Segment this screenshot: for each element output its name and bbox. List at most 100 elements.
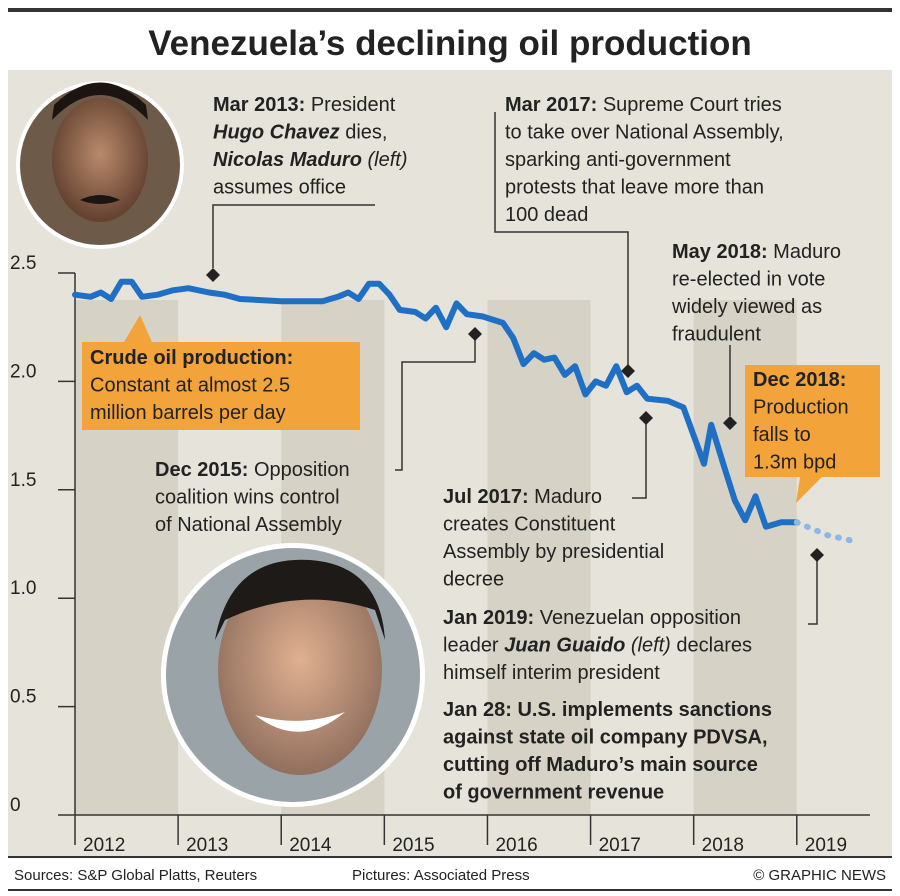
- footer-pictures: Pictures: Associated Press: [352, 867, 530, 884]
- annotation: Dec 2015: Opposition coalition wins contr…: [155, 459, 350, 536]
- x-tick-label: 2014: [289, 835, 332, 856]
- annotation-line: decree: [443, 569, 504, 591]
- y-tick-label: 2.5: [10, 253, 36, 274]
- annotation-text: million barrels per day: [90, 402, 286, 424]
- annotation-line: Crude oil production:: [90, 347, 293, 369]
- connector: [494, 112, 629, 365]
- annotation-line: Mar 2013: President: [213, 94, 396, 116]
- annotation-text: re-elected in vote: [672, 269, 825, 291]
- annotation: Jan 2019: Venezuelan opposition leader Ju…: [443, 607, 752, 684]
- connector: [808, 560, 818, 625]
- annotation-line: May 2018: Maduro: [672, 241, 841, 263]
- x-tick-label: 2016: [495, 835, 537, 856]
- annotation-text: Hugo Chavez: [213, 122, 340, 144]
- photo-face: [218, 565, 382, 775]
- annotation: Dec 2018: Production falls to 1.3m bpd: [753, 369, 849, 474]
- x-tick-label: 2017: [599, 835, 641, 856]
- annotation-text: 1.3m bpd: [753, 452, 836, 474]
- x-tick-label: 2013: [186, 835, 228, 856]
- y-tick-label: 2.0: [10, 361, 36, 382]
- chart-title: Venezuela’s declining oil production: [148, 24, 752, 63]
- annotation-text: Opposition: [248, 459, 349, 481]
- annotation-text: creates Constituent: [443, 514, 616, 536]
- annotation-text: Production: [753, 397, 849, 419]
- annotation-line: Jan 2019: Venezuelan opposition: [443, 607, 741, 629]
- annotation-line: Nicolas Maduro (left): [213, 149, 407, 171]
- x-tick-label: 2015: [392, 835, 434, 856]
- annotation-line: himself interim president: [443, 662, 660, 684]
- annotation-text: leader: [443, 635, 504, 657]
- annotation-text: to take over National Assembly,: [505, 122, 784, 144]
- annotation-text: Supreme Court tries: [597, 94, 782, 116]
- annotation-line: Constant at almost 2.5: [90, 375, 290, 397]
- photo-smile: [255, 712, 345, 732]
- annotation-text: (left): [362, 149, 408, 171]
- projection-line: [793, 519, 862, 547]
- annotation-text: Jan 2019:: [443, 607, 534, 629]
- annotation-line: re-elected in vote: [672, 269, 825, 291]
- photo-maduro: [16, 81, 184, 249]
- annotation-text: dies,: [340, 122, 388, 144]
- photo-hair: [52, 82, 148, 120]
- annotation-text: May 2018:: [672, 241, 768, 263]
- photo-hair: [215, 559, 385, 640]
- photo-moustache: [80, 195, 120, 204]
- y-tick-label: 0: [10, 795, 21, 816]
- annotation-text: Mar 2013:: [213, 94, 305, 116]
- annotation-line: 100 dead: [505, 204, 588, 226]
- annotation: May 2018: Maduro re-elected in vote widely…: [671, 241, 841, 346]
- annotation-text: himself interim president: [443, 662, 660, 684]
- callout-box: [82, 315, 360, 430]
- annotation-text: decree: [443, 569, 504, 591]
- y-tick-label: 1.5: [10, 470, 36, 491]
- footer-rule: [8, 856, 892, 858]
- annotation-text: declares: [671, 635, 752, 657]
- photo-face: [52, 98, 148, 222]
- annotation-line: to take over National Assembly,: [505, 122, 784, 144]
- annotation-text: Crude oil production:: [90, 347, 293, 369]
- annotation: Jul 2017: Maduro creates Constituent Assem…: [443, 486, 664, 591]
- annotation-text: protests that leave more than: [505, 177, 764, 199]
- annotation-text: Dec 2018:: [753, 369, 846, 391]
- annotation-text: falls to: [753, 424, 811, 446]
- annotation-text: coalition wins control: [155, 487, 340, 509]
- annotation-line: fraudulent: [672, 324, 761, 346]
- annotation-line: of government revenue: [443, 782, 664, 804]
- annotation: Mar 2013: President Hugo Chavez dies, Nico…: [213, 94, 407, 199]
- annotation-line: protests that leave more than: [505, 177, 764, 199]
- event-marker: [723, 416, 737, 430]
- event-marker: [621, 364, 635, 378]
- annotation-text: President: [305, 94, 395, 116]
- annotation-text: sparking anti-government: [505, 149, 731, 171]
- connector: [212, 204, 375, 268]
- footer-sources: Sources: S&P Global Platts, Reuters: [14, 867, 257, 884]
- annotation-line: falls to: [753, 424, 811, 446]
- bottom-rule: [8, 889, 892, 891]
- annotation-text: of National Assembly: [155, 514, 342, 536]
- annotation-text: Assembly by presidential: [443, 541, 664, 563]
- annotation-line: coalition wins control: [155, 487, 340, 509]
- connector: [632, 424, 647, 499]
- annotation-line: widely viewed as: [671, 296, 822, 318]
- annotation-line: Dec 2015: Opposition: [155, 459, 350, 481]
- production-line: [72, 278, 800, 530]
- year-stripe: [487, 300, 591, 815]
- annotation-text: Constant at almost 2.5: [90, 375, 290, 397]
- annotation-text: fraudulent: [672, 324, 761, 346]
- annotation-line: leader Juan Guaido (left) declares: [443, 635, 752, 657]
- annotation-text: 100 dead: [505, 204, 588, 226]
- top-rule: [8, 8, 892, 12]
- annotation-text: Dec 2015:: [155, 459, 248, 481]
- annotation-line: Jan 28: U.S. implements sanctions: [443, 699, 772, 721]
- x-tick-label: 2012: [83, 835, 125, 856]
- y-tick-label: 0.5: [10, 687, 36, 708]
- annotation-text: Jan 28: U.S. implements sanctions: [443, 699, 772, 721]
- footer-credit: © GRAPHIC NEWS: [753, 867, 886, 884]
- annotation-text: Venezuelan opposition: [534, 607, 741, 629]
- annotation-line: Jul 2017: Maduro: [443, 486, 602, 508]
- annotation-line: Dec 2018:: [753, 369, 846, 391]
- annotation-text: widely viewed as: [671, 296, 822, 318]
- x-tick-label: 2018: [702, 835, 744, 856]
- annotation-text: Juan Guaido: [504, 635, 625, 657]
